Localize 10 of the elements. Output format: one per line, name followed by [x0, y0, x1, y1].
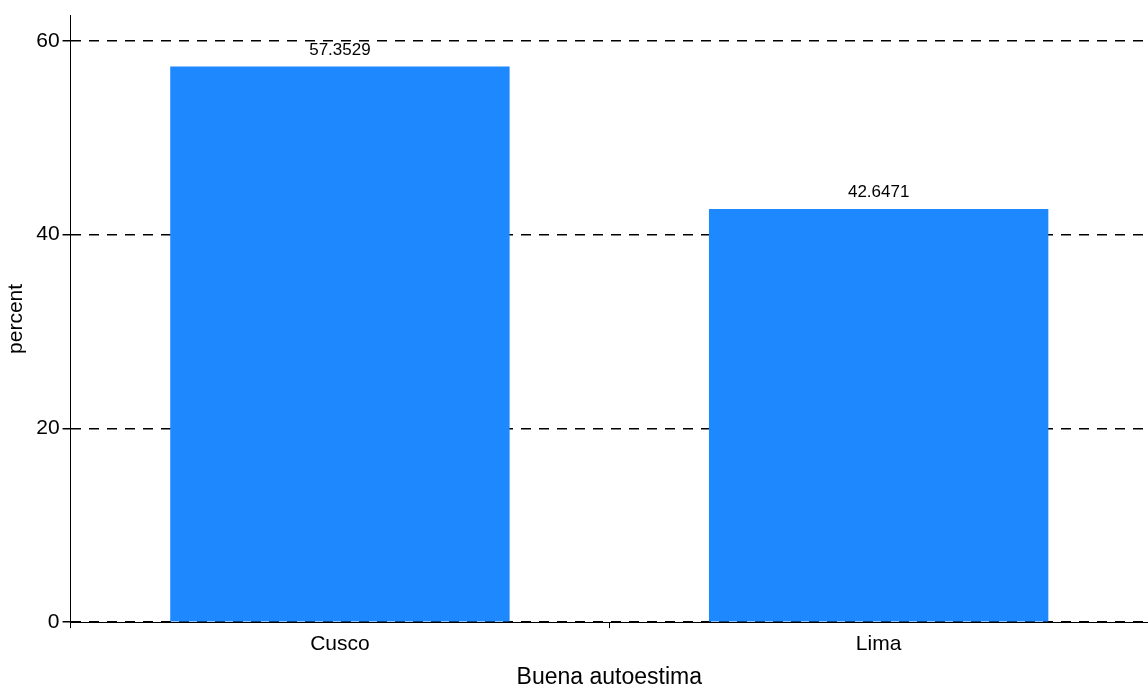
x-tick-label: Cusco	[310, 630, 370, 654]
data-label: 42.6471	[847, 182, 910, 202]
y-tick-label: 40	[36, 221, 60, 245]
y-axis-title: percent	[3, 283, 27, 354]
data-label: 57.3529	[309, 39, 371, 59]
y-tick-label: 0	[47, 609, 60, 632]
x-axis-title: Buena autoestima	[516, 662, 703, 689]
x-tick-label: Lima	[855, 630, 902, 654]
y-tick-label: 20	[36, 415, 60, 439]
y-tick-label: 60	[36, 27, 60, 51]
